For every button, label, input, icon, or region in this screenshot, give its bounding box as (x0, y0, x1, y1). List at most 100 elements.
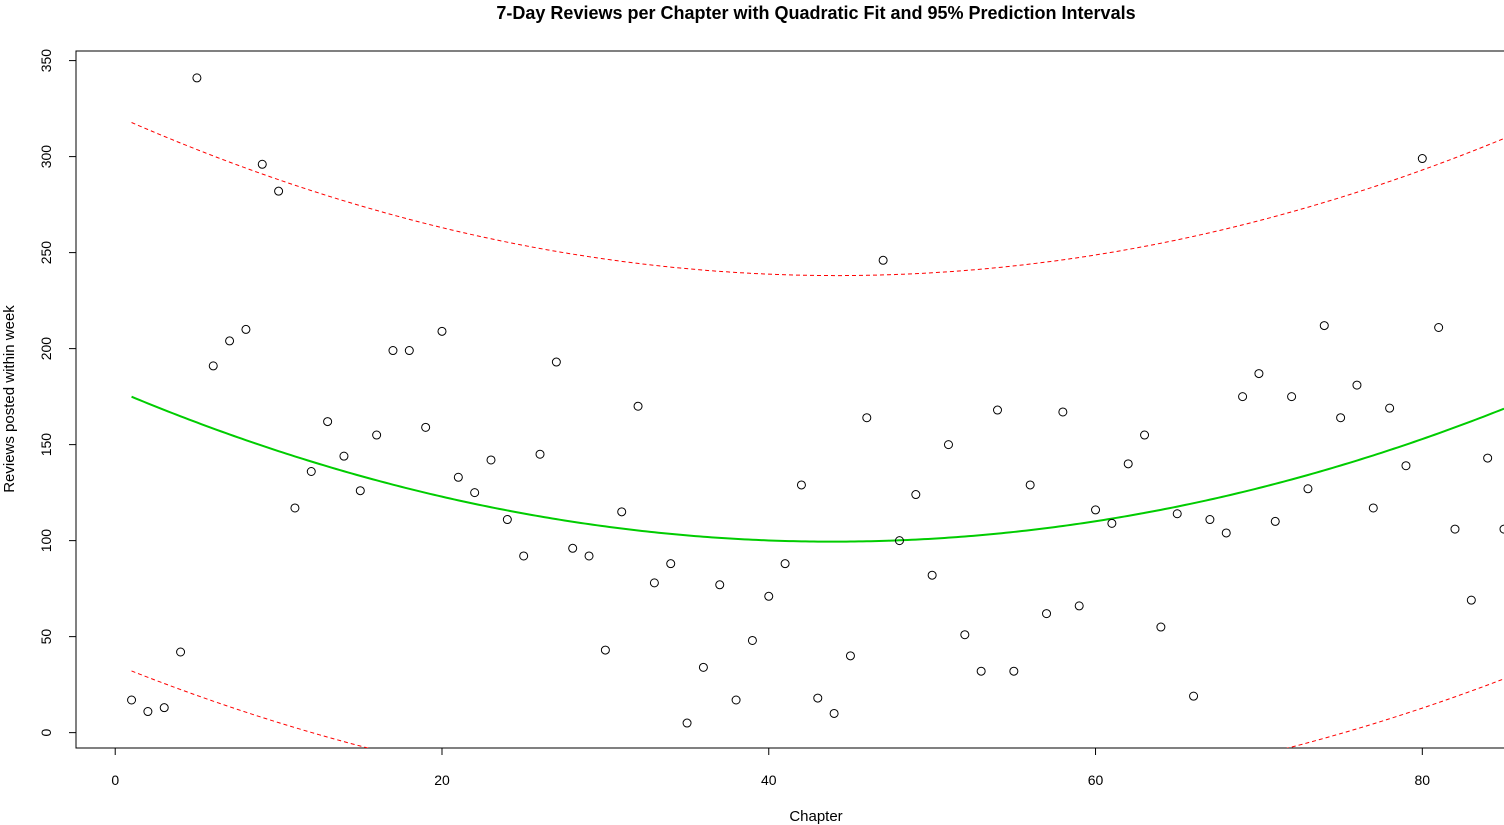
data-point (747, 635, 757, 645)
data-point (1303, 484, 1313, 494)
data-point (192, 73, 202, 83)
data-point (1091, 505, 1101, 515)
y-tick-label: 300 (38, 145, 54, 169)
data-point (437, 326, 447, 336)
data-point (1254, 369, 1264, 379)
data-point (878, 255, 888, 265)
data-point (993, 405, 1003, 415)
data-point (551, 357, 561, 367)
data-point (274, 186, 284, 196)
x-tick-label: 0 (111, 772, 119, 788)
data-point (568, 543, 578, 553)
data-point (1140, 430, 1150, 440)
data-point (845, 651, 855, 661)
data-point (780, 559, 790, 569)
data-point (225, 336, 235, 346)
y-tick-label: 350 (38, 49, 54, 73)
data-point (600, 645, 610, 655)
data-point (862, 413, 872, 423)
data-point (241, 324, 251, 334)
data-point (355, 486, 365, 496)
data-point (796, 480, 806, 490)
data-point (502, 515, 512, 525)
data-point (813, 693, 823, 703)
data-point (176, 647, 186, 657)
data-point (421, 422, 431, 432)
data-point (1385, 403, 1395, 413)
data-point (1483, 453, 1493, 463)
data-point (208, 361, 218, 371)
data-point (388, 346, 398, 356)
y-tick-label: 150 (38, 433, 54, 457)
data-point (1434, 322, 1444, 332)
data-point (1238, 392, 1248, 402)
data-point (1058, 407, 1068, 417)
data-point (731, 695, 741, 705)
data-point (1336, 413, 1346, 423)
data-point (372, 430, 382, 440)
data-point (927, 570, 937, 580)
curves-layer (131, 122, 1504, 748)
data-point (1156, 622, 1166, 632)
y-tick-label: 0 (38, 729, 54, 737)
data-point (1221, 528, 1231, 538)
data-point (960, 630, 970, 640)
prediction-interval-curve (131, 670, 1504, 748)
data-point (1123, 459, 1133, 469)
data-point (159, 703, 169, 713)
data-point (1466, 595, 1476, 605)
x-tick-label: 20 (434, 772, 450, 788)
data-point (519, 551, 529, 561)
points-layer (127, 73, 1504, 728)
data-point (715, 580, 725, 590)
y-axis: 0 50 100 150 200 250 300 350 (38, 49, 77, 737)
data-point (617, 507, 627, 517)
x-tick-label: 60 (1088, 772, 1104, 788)
data-point (1450, 524, 1460, 534)
data-point (306, 467, 316, 477)
data-point (1074, 601, 1084, 611)
data-point (943, 440, 953, 450)
y-tick-label: 200 (38, 337, 54, 361)
data-point (486, 455, 496, 465)
x-tick-label: 80 (1415, 772, 1431, 788)
data-point (829, 708, 839, 718)
data-point (127, 695, 137, 705)
data-point (764, 591, 774, 601)
data-point (453, 472, 463, 482)
data-point (339, 451, 349, 461)
data-point (290, 503, 300, 513)
chart-title: 7-Day Reviews per Chapter with Quadratic… (496, 3, 1135, 23)
data-point (649, 578, 659, 588)
y-tick-label: 50 (38, 629, 54, 645)
data-point (143, 707, 153, 717)
data-point (1499, 524, 1504, 534)
data-point (1189, 691, 1199, 701)
data-point (1172, 509, 1182, 519)
data-point (976, 666, 986, 676)
data-point (698, 662, 708, 672)
data-point (1287, 392, 1297, 402)
data-point (666, 559, 676, 569)
data-point (1401, 461, 1411, 471)
x-axis-label: Chapter (789, 808, 842, 825)
x-axis: 0 20 40 60 80 (111, 747, 1431, 788)
data-point (404, 346, 414, 356)
data-point (584, 551, 594, 561)
data-point (535, 449, 545, 459)
data-point (1368, 503, 1378, 513)
y-tick-label: 100 (38, 529, 54, 553)
fit-curve (131, 395, 1504, 543)
data-point (1319, 321, 1329, 331)
data-point (257, 159, 267, 169)
data-point (1205, 515, 1215, 525)
data-point (1107, 518, 1117, 528)
data-point (633, 401, 643, 411)
data-point (1352, 380, 1362, 390)
data-point (1270, 516, 1280, 526)
data-point (470, 488, 480, 498)
data-point (911, 490, 921, 500)
plot-frame (75, 50, 1504, 749)
data-point (1042, 609, 1052, 619)
